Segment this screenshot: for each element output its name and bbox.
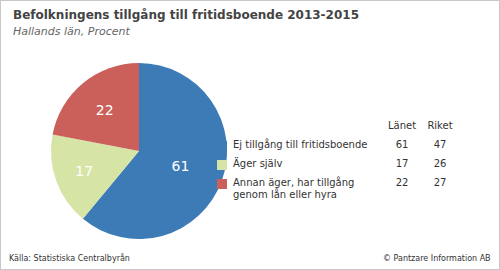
svg-text:Befolkningens tillgång till fr: Befolkningens tillgång till fritidsboend…	[13, 8, 359, 22]
svg-text:© Pantzare Information AB: © Pantzare Information AB	[383, 254, 491, 263]
html-text:61: 61	[395, 139, 409, 150]
svg-text:Källa: Statistiska Centralbyrå: Källa: Statistiska Centralbyrån	[9, 253, 130, 263]
html-text:27: 27	[433, 177, 447, 188]
html-text:17: 17	[395, 158, 409, 169]
html-text:Riket: Riket	[427, 120, 453, 131]
svg-text:Hallands län, Procent: Hallands län, Procent	[13, 25, 130, 38]
svg-text:22: 22	[96, 102, 114, 118]
svg-text:61: 61	[171, 158, 189, 174]
html-text:Annan äger, har tillgång genom: Annan äger, har tillgång genom lån eller…	[233, 177, 355, 200]
html-text:Ej tillgång till fritidsboende: Ej tillgång till fritidsboende	[233, 139, 368, 150]
svg-text:17: 17	[75, 163, 93, 179]
html-text:Äger själv: Äger själv	[233, 158, 283, 169]
html-text:22: 22	[395, 177, 409, 188]
html-text:47: 47	[433, 139, 447, 150]
html-text:26: 26	[433, 158, 447, 169]
html-text:Länet: Länet	[387, 120, 417, 131]
